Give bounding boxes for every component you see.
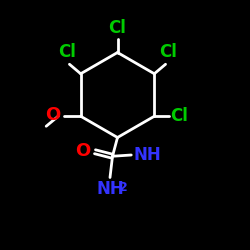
Text: O: O	[75, 142, 90, 160]
Text: O: O	[45, 106, 60, 124]
Text: Cl: Cl	[170, 107, 188, 125]
Text: Cl: Cl	[58, 43, 76, 61]
Text: NH: NH	[96, 180, 124, 198]
Text: Cl: Cl	[108, 19, 126, 37]
Text: 2: 2	[120, 180, 128, 194]
Text: NH: NH	[133, 146, 161, 164]
Text: Cl: Cl	[159, 43, 177, 61]
